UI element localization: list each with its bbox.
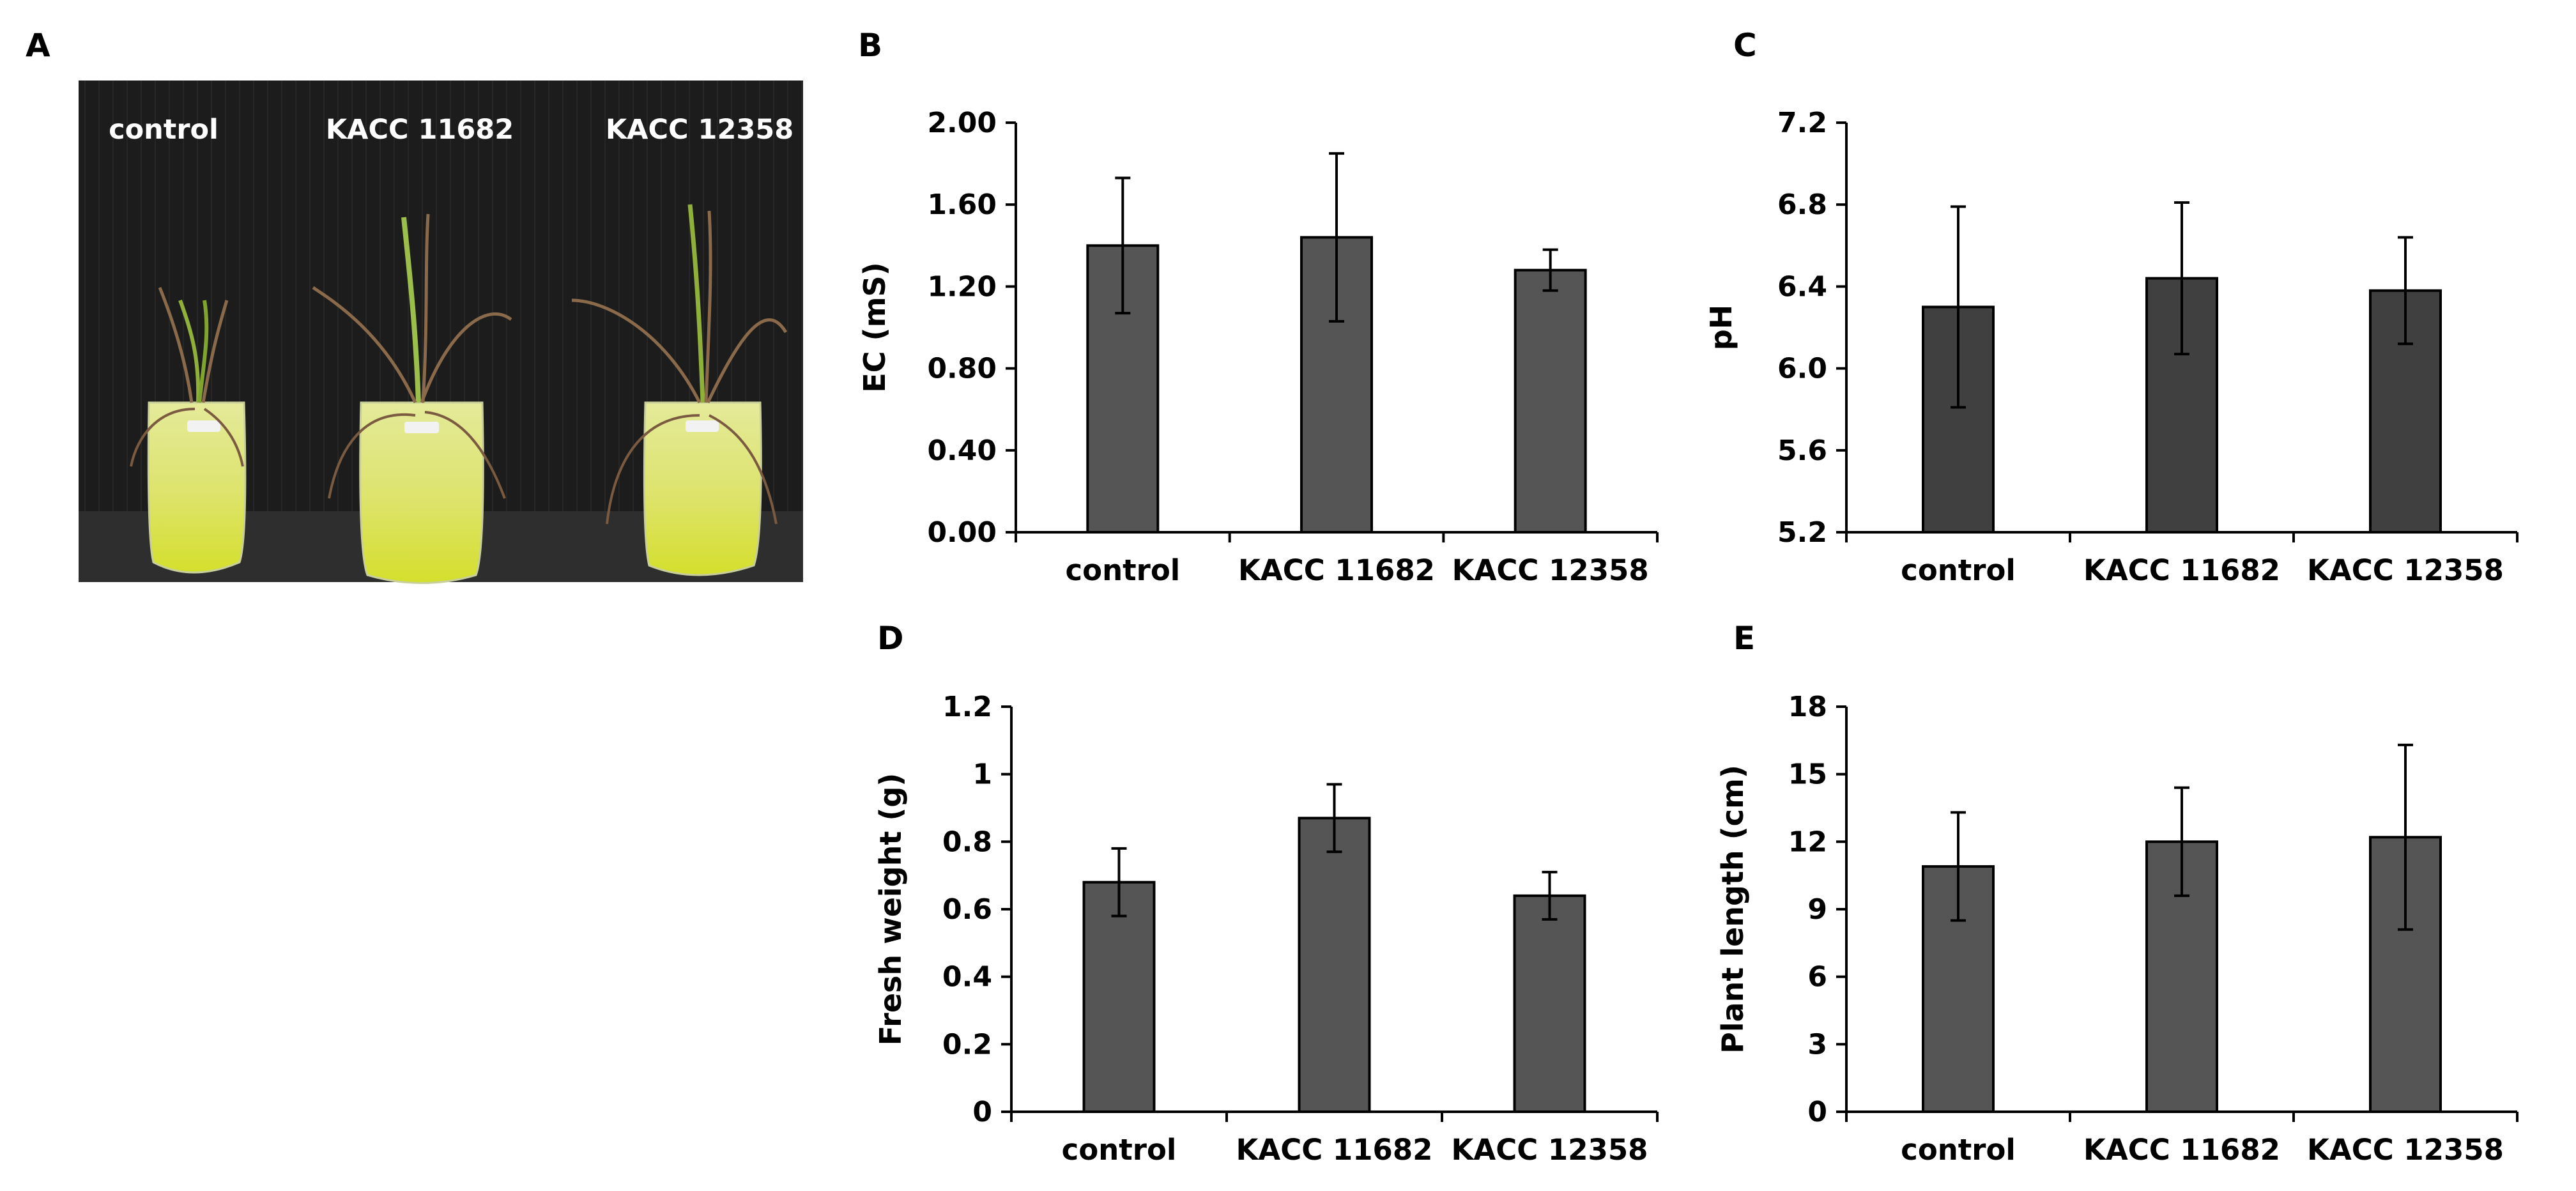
y-tick-label: 1 bbox=[972, 758, 992, 791]
y-tick-label: 6.4 bbox=[1777, 270, 1827, 303]
y-tick-label: 7.2 bbox=[1777, 107, 1827, 139]
panel-label-d: D bbox=[877, 620, 904, 657]
pot-kacc-11682 bbox=[312, 213, 512, 584]
category-label: control bbox=[1901, 1133, 2016, 1167]
bar-d bbox=[1513, 894, 1586, 1114]
y-axis-title-c: pH bbox=[1704, 305, 1738, 350]
category-label: control bbox=[1062, 1133, 1177, 1167]
bar-d bbox=[1298, 817, 1371, 1113]
category-label: KACC 11682 bbox=[2083, 553, 2280, 587]
y-tick-label: 6 bbox=[1807, 961, 1827, 994]
y-axis-title-e: Plant length (cm) bbox=[1715, 765, 1750, 1054]
photo-label-control: control bbox=[109, 114, 218, 146]
y-tick-label: 3 bbox=[1807, 1028, 1827, 1061]
chart-c-ph: C 5.2 5.6 6.0 6.4 6.8 7.2 control KACC 11682 KACC… bbox=[1704, 27, 2518, 587]
bar-b bbox=[1086, 244, 1160, 534]
y-tick-label: 1.20 bbox=[927, 270, 997, 303]
y-tick-label: 18 bbox=[1788, 691, 1827, 723]
y-tick-label: 0.2 bbox=[942, 1028, 992, 1061]
category-label: control bbox=[1901, 553, 2016, 587]
panel-label-e: E bbox=[1733, 620, 1755, 657]
y-tick-label: 5.2 bbox=[1777, 516, 1827, 549]
y-tick-label: 0.8 bbox=[942, 826, 992, 858]
y-tick-label: 0 bbox=[1807, 1096, 1827, 1128]
y-tick-label: 6.0 bbox=[1777, 353, 1827, 385]
category-label: KACC 12358 bbox=[2307, 1133, 2504, 1167]
category-label: KACC 12358 bbox=[2307, 553, 2504, 587]
photo-label-kacc-11682: KACC 11682 bbox=[326, 114, 514, 146]
y-tick-label: 15 bbox=[1788, 758, 1827, 791]
panel-label-c: C bbox=[1733, 27, 1757, 64]
category-label: KACC 11682 bbox=[2083, 1133, 2280, 1167]
bar-d bbox=[1082, 880, 1156, 1113]
panel-label-b: B bbox=[858, 27, 882, 64]
y-tick-label: 0.80 bbox=[927, 353, 997, 385]
category-label: KACC 11682 bbox=[1238, 553, 1435, 587]
y-tick-label: 2.00 bbox=[927, 107, 997, 139]
y-tick-label: 6.8 bbox=[1777, 188, 1827, 221]
chart-d-fresh-weight: D 0 0.2 0.4 0.6 0.8 1 1.2 control KACC 11682 KACC … bbox=[873, 620, 1659, 1167]
y-tick-label: 12 bbox=[1788, 826, 1827, 858]
pot-kacc-12358 bbox=[571, 204, 788, 576]
y-tick-label: 9 bbox=[1807, 893, 1827, 926]
y-tick-label: 0.6 bbox=[942, 893, 992, 926]
photo-label-kacc-12358: KACC 12358 bbox=[606, 114, 793, 146]
category-label: KACC 12358 bbox=[1452, 1133, 1648, 1167]
bar-b bbox=[1514, 268, 1587, 534]
category-label: control bbox=[1065, 553, 1180, 587]
plant-photo: control KACC 11682 KACC 12358 bbox=[79, 81, 803, 584]
chart-b-ec: B 0.00 0.40 0.80 1.20 1.60 2.00 control KACC 116… bbox=[857, 27, 1659, 587]
y-tick-label: 0.40 bbox=[927, 434, 997, 467]
y-axis-title-b: EC (mS) bbox=[857, 262, 892, 392]
y-tick-label: 0.00 bbox=[927, 516, 997, 549]
y-tick-label: 1.60 bbox=[927, 188, 997, 221]
panel-label-a: A bbox=[26, 27, 50, 64]
chart-e-plant-length: E 0 3 6 9 12 15 18 control KACC 11682 KACC 12358 Pl… bbox=[1715, 620, 2518, 1167]
y-tick-label: 0.4 bbox=[942, 961, 992, 994]
category-label: KACC 12358 bbox=[1452, 553, 1649, 587]
y-tick-label: 5.6 bbox=[1777, 434, 1827, 467]
category-label: KACC 11682 bbox=[1236, 1133, 1433, 1167]
pot-control bbox=[130, 287, 247, 574]
y-tick-label: 1.2 bbox=[942, 691, 992, 723]
y-axis-title-d: Fresh weight (g) bbox=[873, 773, 908, 1046]
y-tick-label: 0 bbox=[972, 1096, 992, 1128]
